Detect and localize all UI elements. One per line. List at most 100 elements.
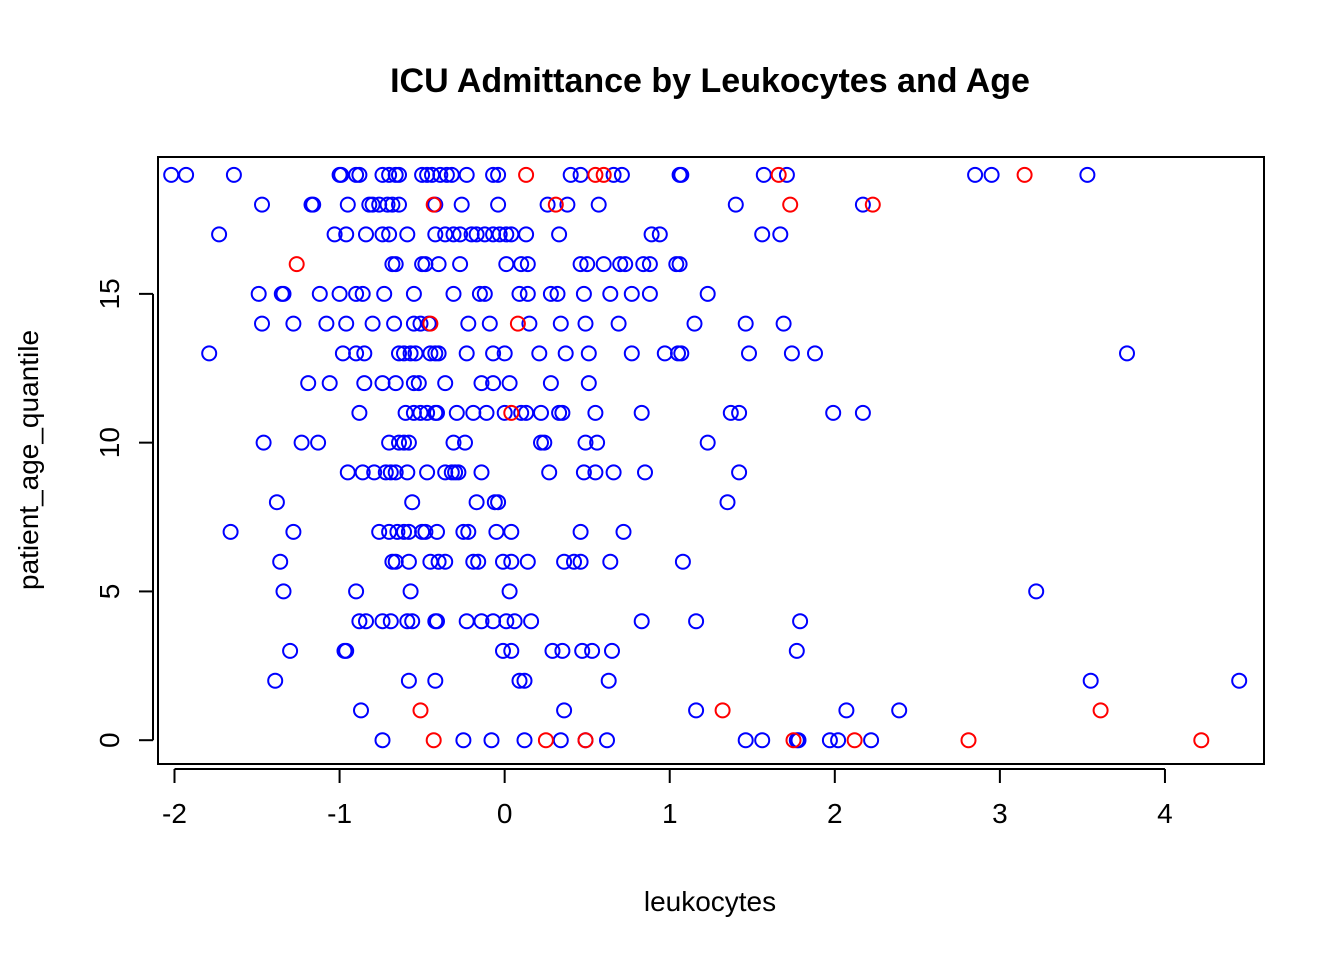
x-tick-label: -1 xyxy=(327,798,352,829)
blue-data-point xyxy=(674,553,691,570)
blue-data-point xyxy=(275,583,292,600)
blue-data-point xyxy=(351,166,368,183)
red-data-point xyxy=(518,166,535,183)
blue-data-point xyxy=(741,345,757,362)
blue-data-point xyxy=(356,375,373,392)
red-data-point xyxy=(595,166,612,183)
blue-data-point xyxy=(688,702,705,719)
blue-data-point xyxy=(731,464,748,481)
blue-data-point xyxy=(495,553,511,570)
blue-data-point xyxy=(790,732,807,749)
blue-data-point xyxy=(643,226,660,243)
red-data-point xyxy=(846,732,863,749)
blue-data-point xyxy=(580,375,597,392)
blue-data-point xyxy=(387,464,404,481)
blue-data-point xyxy=(485,375,502,392)
blue-data-point xyxy=(490,494,507,511)
blue-data-point xyxy=(410,375,427,392)
blue-data-point xyxy=(495,642,511,659)
blue-data-point xyxy=(490,166,507,183)
red-data-point xyxy=(412,702,429,719)
blue-data-point xyxy=(605,166,622,183)
x-tick-label: 1 xyxy=(662,798,678,829)
blue-data-point xyxy=(285,523,302,540)
red-data-point xyxy=(785,732,802,749)
blue-data-point xyxy=(255,434,272,451)
blue-data-point xyxy=(453,196,470,213)
blue-data-point xyxy=(399,464,416,481)
blue-data-point xyxy=(351,404,368,421)
x-tick-label: 0 xyxy=(497,798,513,829)
blue-data-point xyxy=(1119,345,1135,362)
blue-data-point xyxy=(432,166,449,183)
blue-data-point xyxy=(321,375,338,392)
blue-data-point xyxy=(595,256,612,273)
blue-data-point xyxy=(310,434,327,451)
red-data-point xyxy=(547,196,564,213)
blue-data-point xyxy=(579,256,596,273)
y-tick-label: 0 xyxy=(94,732,125,748)
red-data-point xyxy=(714,702,731,719)
blue-data-point xyxy=(651,226,668,243)
blue-data-point xyxy=(379,196,396,213)
y-tick-label: 15 xyxy=(94,278,125,309)
blue-data-point xyxy=(481,315,498,332)
blue-data-point xyxy=(623,285,640,302)
blue-data-point xyxy=(445,434,462,451)
blue-data-point xyxy=(382,613,399,630)
blue-data-point xyxy=(458,166,475,183)
blue-data-point xyxy=(778,166,795,183)
blue-data-point xyxy=(391,166,407,183)
blue-data-point xyxy=(404,613,421,630)
blue-data-point xyxy=(417,523,434,540)
y-axis-label: patient_age_quantile xyxy=(13,330,44,590)
blue-data-point xyxy=(397,404,414,421)
blue-data-point xyxy=(211,226,228,243)
blue-data-point xyxy=(348,583,365,600)
blue-data-point xyxy=(612,256,629,273)
blue-data-point xyxy=(358,226,374,243)
blue-data-point xyxy=(399,613,416,630)
blue-data-point xyxy=(656,345,673,362)
blue-data-point xyxy=(339,464,356,481)
blue-data-point xyxy=(516,672,533,689)
blue-data-point xyxy=(635,256,652,273)
blue-data-point xyxy=(437,553,454,570)
red-data-point xyxy=(864,196,881,213)
blue-data-point xyxy=(891,702,908,719)
blue-data-point xyxy=(699,285,716,302)
blue-data-point xyxy=(386,315,403,332)
blue-data-point xyxy=(334,345,351,362)
blue-data-point xyxy=(326,226,343,243)
red-data-point xyxy=(1193,732,1210,749)
blue-data-point xyxy=(318,315,335,332)
blue-data-point xyxy=(602,553,619,570)
blue-data-point xyxy=(452,256,469,273)
blue-data-point xyxy=(468,494,485,511)
blue-data-point xyxy=(437,375,454,392)
red-data-point xyxy=(288,256,305,273)
blue-data-point xyxy=(554,404,571,421)
blue-data-point xyxy=(272,553,289,570)
blue-data-point xyxy=(531,345,548,362)
blue-data-point xyxy=(521,315,538,332)
blue-data-point xyxy=(566,553,582,570)
y-tick-label: 5 xyxy=(94,584,125,600)
red-data-point xyxy=(960,732,977,749)
blue-data-point xyxy=(405,375,422,392)
blue-data-point xyxy=(382,464,399,481)
blue-data-point xyxy=(396,523,412,540)
blue-data-point xyxy=(402,583,419,600)
blue-data-point xyxy=(673,166,690,183)
blue-data-point xyxy=(755,166,772,183)
blue-data-point xyxy=(572,553,589,570)
blue-data-point xyxy=(364,315,381,332)
blue-data-point xyxy=(542,375,559,392)
blue-data-point xyxy=(590,196,607,213)
blue-data-point xyxy=(754,226,771,243)
blue-data-point xyxy=(503,553,520,570)
chart-title: ICU Admittance by Leukocytes and Age xyxy=(390,62,1030,100)
blue-data-point xyxy=(727,196,744,213)
blue-data-point xyxy=(400,434,417,451)
blue-data-point xyxy=(478,404,495,421)
